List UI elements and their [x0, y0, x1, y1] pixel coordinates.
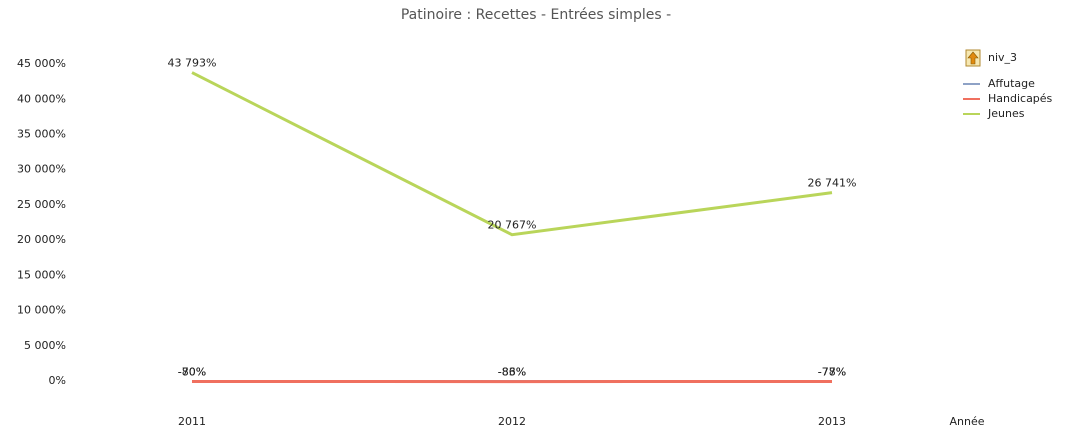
x-tick-label: 2012 — [498, 415, 526, 428]
legend-label: Affutage — [988, 77, 1035, 90]
data-label: 20 767% — [488, 219, 537, 232]
y-tick-label: 0% — [49, 374, 66, 387]
legend-label: Handicapés — [988, 92, 1053, 105]
data-label: 26 741% — [808, 177, 857, 190]
y-tick-label: 25 000% — [17, 198, 66, 211]
legend-icon[interactable] — [965, 49, 981, 67]
y-tick-label: 5 000% — [24, 339, 66, 352]
y-tick-label: 10 000% — [17, 304, 66, 317]
y-tick-label: 45 000% — [17, 57, 66, 70]
data-label: -80% — [178, 366, 206, 379]
x-axis-label: Année — [949, 415, 984, 428]
data-label: -77% — [818, 366, 846, 379]
data-label: -70% — [178, 365, 206, 378]
y-tick-label: 40 000% — [17, 92, 66, 105]
chart-title: Patinoire : Recettes - Entrées simples - — [401, 7, 671, 23]
x-tick-label: 2013 — [818, 415, 846, 428]
series-line — [191, 71, 833, 237]
x-tick-label: 2011 — [178, 415, 206, 428]
data-label: -83% — [498, 366, 526, 379]
legend-title: niv_3 — [988, 51, 1017, 64]
legend-icon-arrow[interactable] — [967, 51, 979, 65]
y-tick-label: 15 000% — [17, 268, 66, 281]
y-tick-label: 30 000% — [17, 163, 66, 176]
y-tick-label: 35 000% — [17, 128, 66, 141]
data-label: 43 793% — [168, 57, 217, 70]
data-label: -78% — [818, 366, 846, 379]
legend-label: Jeunes — [987, 107, 1025, 120]
y-tick-label: 20 000% — [17, 233, 66, 246]
data-label: -86% — [498, 366, 526, 379]
